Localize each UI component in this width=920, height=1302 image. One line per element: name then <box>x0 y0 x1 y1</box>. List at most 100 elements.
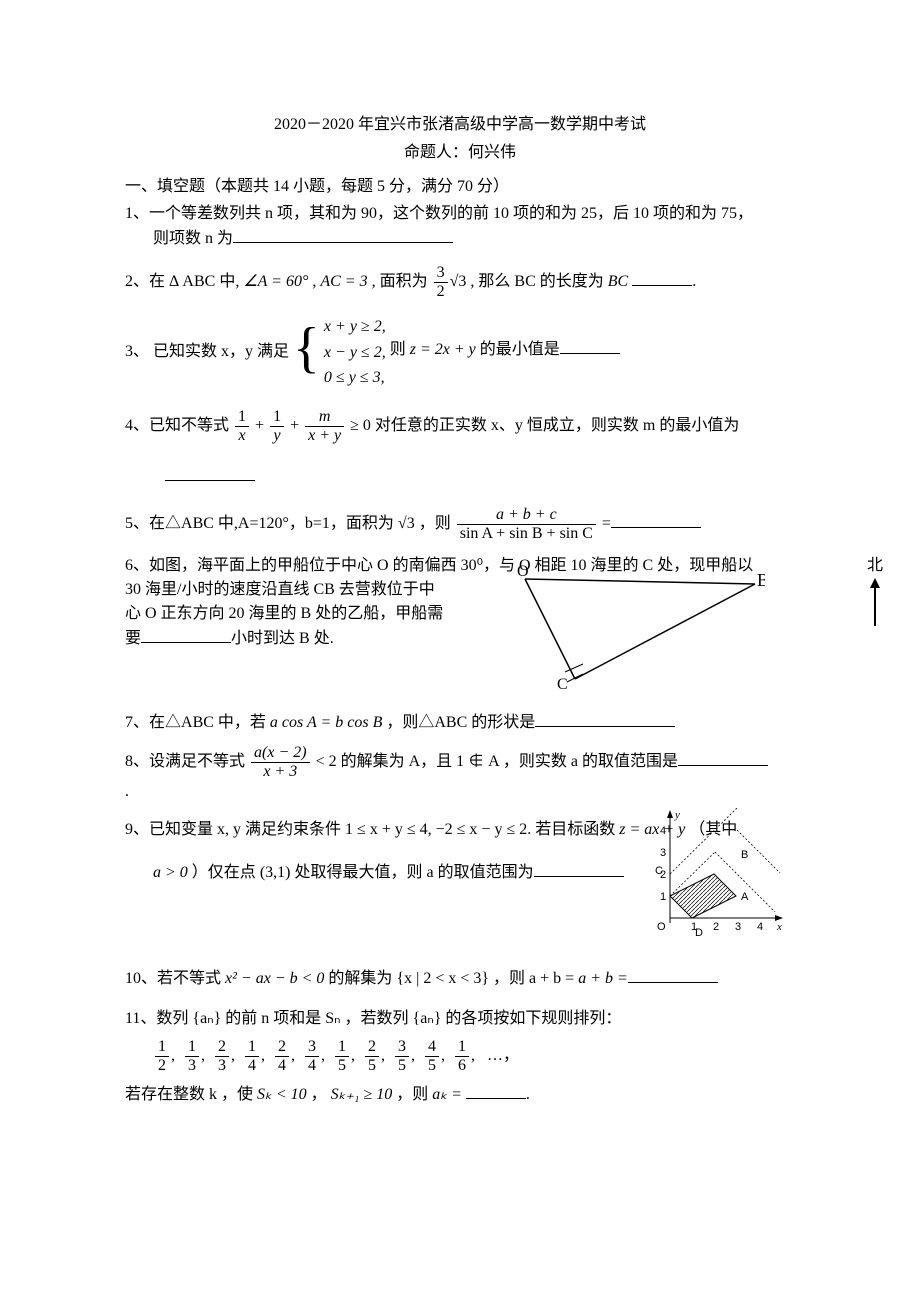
svg-text:B: B <box>741 849 748 861</box>
q11-l3-mid: ，则 <box>396 1086 432 1103</box>
seq-frac: 35 <box>395 1039 409 1074</box>
north-label: 北 <box>867 557 883 574</box>
q11-sequence: 12, 13, 23, 14, 24, 34, 15, 25, 35, 45, … <box>125 1039 795 1074</box>
feasible-region-chart: 1234 1234 O x y A B <box>655 808 785 938</box>
svg-text:2: 2 <box>713 921 719 933</box>
svg-text:A: A <box>741 891 749 903</box>
seq-frac: 13 <box>185 1039 199 1074</box>
q2-sqrt: √3 , <box>450 273 475 290</box>
q9-l2-mid: ）仅在点 <box>192 864 256 881</box>
q3-c2: x − y ≤ 2, <box>324 344 386 361</box>
q2-post: 那么 BC 的长度为 <box>478 273 603 290</box>
q3-label: 3、 <box>125 343 149 360</box>
seq-frac: 15 <box>335 1039 349 1074</box>
svg-text:y: y <box>674 809 680 821</box>
q11-comma: ， <box>311 1086 331 1103</box>
q9-l2-post: 处取得最大值，则 a 的取值范围为 <box>294 864 533 881</box>
q7-expr: a cos A = b cos B <box>270 714 382 731</box>
q1-label: 1、 <box>125 205 149 222</box>
q4-plus2: + <box>290 417 303 434</box>
q4-blank <box>165 464 255 481</box>
q3-pre: 已知实数 x，y 满足 <box>149 343 289 360</box>
q11-l3-pre: 若存在整数 k ，使 <box>125 1086 257 1103</box>
q1-blank <box>233 226 453 243</box>
q3-constraints: x + y ≥ 2, x − y ≤ 2, 0 ≤ y ≤ 3, <box>324 314 386 391</box>
q2-period: . <box>692 273 696 290</box>
q2-pre: 在 Δ ABC 中, <box>149 273 239 290</box>
q3-c3: 0 ≤ y ≤ 3, <box>324 365 386 391</box>
q2-frac: 3 2 <box>434 265 448 300</box>
q2-blank <box>632 269 692 286</box>
q8-pre: 设满足不等式 <box>149 753 245 770</box>
svg-text:4: 4 <box>757 921 763 933</box>
seq-frac: 24 <box>275 1039 289 1074</box>
q9-l2-pre: a > 0 <box>153 864 188 881</box>
svg-text:C: C <box>655 865 663 877</box>
q4-geq: ≥ 0 对任意的正实数 x、y 恒成立，则实数 m 的最小值为 <box>350 417 739 434</box>
q8-frac-num: a(x − 2) <box>251 745 310 763</box>
q5-eq: = <box>602 515 611 532</box>
q3-z: z = 2x + y <box>410 341 476 358</box>
q11-c1: Sₖ < 10 <box>257 1086 307 1103</box>
label-O: O <box>517 564 529 580</box>
q11-blank <box>466 1082 526 1099</box>
question-6: 6、如图，海平面上的甲船位于中心 O 的南偏西 30⁰，与 O 相距 10 海里… <box>125 554 795 704</box>
q4-frac2: 1y <box>270 409 284 444</box>
q4-pre: 已知不等式 <box>149 417 229 434</box>
q3-c1: x + y ≥ 2, <box>324 314 386 340</box>
q9-blank <box>534 860 624 877</box>
q7-pre: 在△ABC 中，若 <box>149 714 270 731</box>
q4-f3d: x + y <box>305 427 344 444</box>
question-11: 11、数列 {aₙ} 的前 n 项和是 Sₙ ，若数列 {aₙ} 的各项按如下规… <box>125 1007 795 1107</box>
q2-ac: AC = 3 , <box>320 273 375 290</box>
q7-post: ，则△ABC 的形状是 <box>386 714 535 731</box>
q4-frac1: 1x <box>235 409 249 444</box>
question-1: 1、一个等差数列共 n 项，其和为 90，这个数列的前 10 项的和为 25，后… <box>125 202 795 251</box>
svg-text:1: 1 <box>660 891 666 903</box>
q11-period: . <box>526 1086 530 1103</box>
q11-label: 11、 <box>125 1010 156 1027</box>
q7-label: 7、 <box>125 714 149 731</box>
q3-post: 的最小值是 <box>480 341 560 358</box>
q10-blank <box>628 966 718 983</box>
q6-l3: 心 O 正东方向 20 海里的 B 处的乙船，甲船需 <box>125 605 443 622</box>
q8-frac: a(x − 2) x + 3 <box>251 745 310 780</box>
svg-text:x: x <box>776 921 782 933</box>
q8-frac-den: x + 3 <box>251 763 310 780</box>
q5-frac-den: sin A + sin B + sin C <box>457 525 596 542</box>
q5-sqrt: √3 <box>398 515 415 532</box>
q5-label: 5、 <box>125 515 149 532</box>
q4-f2n: 1 <box>270 409 284 427</box>
q10-label: 10、 <box>125 970 157 987</box>
exam-page: 2020－2020 年宜兴市张渚高级中学高一数学期中考试 命题人：何兴伟 一、填… <box>0 0 920 1153</box>
label-C: C <box>557 676 568 693</box>
question-2: 2、在 Δ ABC 中, ∠A = 60° , AC = 3 , 面积为 3 2… <box>125 265 795 300</box>
boat-diagram: O B C <box>505 564 765 694</box>
q9-cons: 1 ≤ x + y ≤ 4, −2 ≤ x − y ≤ 2. <box>345 821 531 838</box>
label-B: B <box>757 570 765 590</box>
q2-frac-den: 2 <box>434 283 448 300</box>
seq-frac: 45 <box>425 1039 439 1074</box>
q2-frac-num: 3 <box>434 265 448 283</box>
question-9: 9、已知变量 x, y 满足约束条件 1 ≤ x + y ≤ 4, −2 ≤ x… <box>125 818 795 948</box>
q10-set: {x | 2 < x < 3} <box>396 970 489 987</box>
q6-l4-pre: 要 <box>125 630 141 647</box>
q1-text-l2: 则项数 n 为 <box>153 230 233 247</box>
q8-mid: < 2 的解集为 A，且 1 ∉ A ，则实数 a 的取值范围是 <box>316 753 678 770</box>
q2-area-pre: 面积为 <box>380 273 428 290</box>
q4-f2d: y <box>270 427 284 444</box>
left-brace-icon: { <box>293 323 320 373</box>
question-3: 3、 已知实数 x，y 满足 { x + y ≥ 2, x − y ≤ 2, 0… <box>125 314 795 391</box>
q6-l4-post: 小时到达 B 处. <box>231 630 334 647</box>
seq-frac: 34 <box>305 1039 319 1074</box>
q1-text-l1: 一个等差数列共 n 项，其和为 90，这个数列的前 10 项的和为 25，后 1… <box>149 205 753 222</box>
seq-frac: 14 <box>245 1039 259 1074</box>
seq-frac: 23 <box>215 1039 229 1074</box>
q8-period: . <box>125 780 795 804</box>
seq-frac: 25 <box>365 1039 379 1074</box>
section-1-heading: 一、填空题（本题共 14 小题，每题 5 分，满分 70 分） <box>125 172 795 196</box>
q11-ak: aₖ = <box>432 1086 462 1103</box>
q4-frac3: mx + y <box>305 409 344 444</box>
q8-label: 8、 <box>125 753 149 770</box>
q8-blank <box>678 749 768 766</box>
